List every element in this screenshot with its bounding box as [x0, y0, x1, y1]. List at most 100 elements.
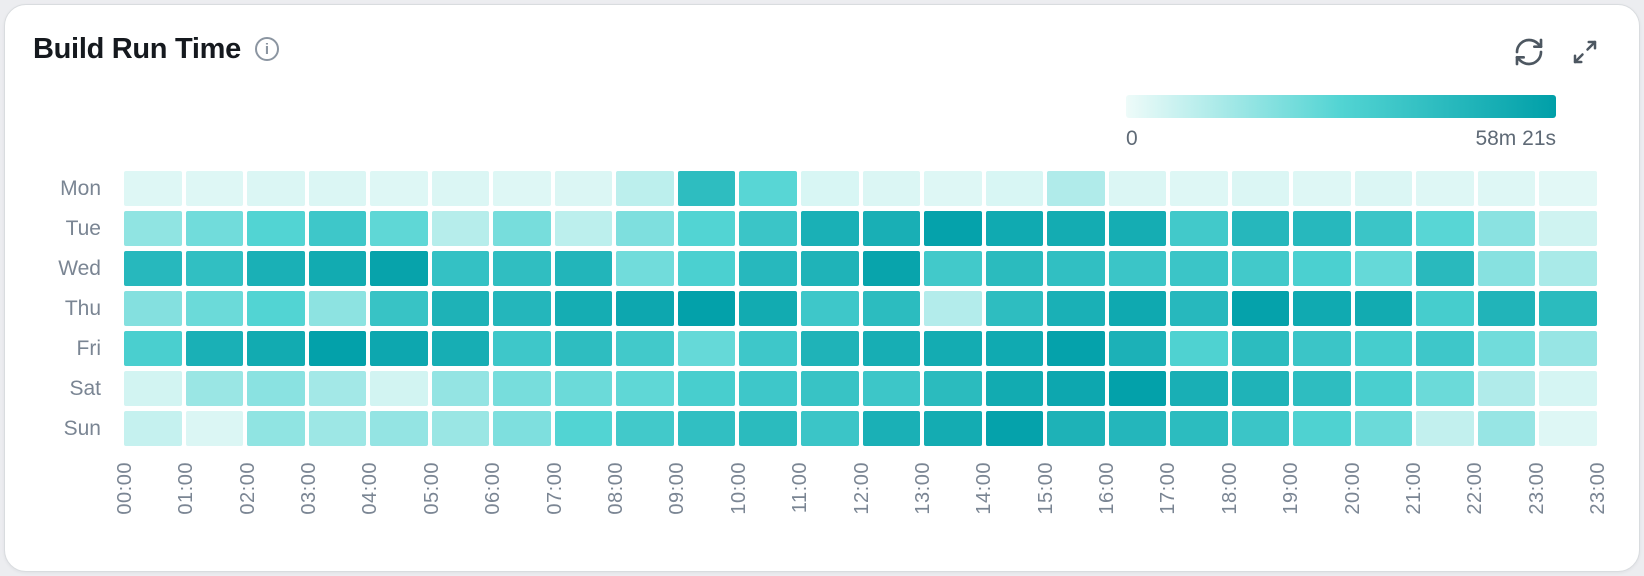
refresh-button[interactable] — [1512, 35, 1546, 69]
heatmap-cell[interactable] — [1108, 211, 1167, 246]
heatmap-cell[interactable] — [924, 291, 982, 326]
heatmap-cell[interactable] — [308, 411, 367, 446]
heatmap-cell[interactable] — [431, 411, 490, 446]
heatmap-cell[interactable] — [370, 171, 428, 206]
heatmap-cell[interactable] — [985, 371, 1044, 406]
heatmap-cell[interactable] — [1539, 371, 1597, 406]
heatmap-cell[interactable] — [247, 291, 305, 326]
heatmap-cell[interactable] — [1293, 291, 1351, 326]
heatmap-cell[interactable] — [677, 211, 736, 246]
heatmap-cell[interactable] — [1231, 291, 1290, 326]
heatmap-cell[interactable] — [1539, 211, 1597, 246]
heatmap-cell[interactable] — [1170, 411, 1228, 446]
heatmap-cell[interactable] — [247, 171, 305, 206]
heatmap-cell[interactable] — [739, 371, 797, 406]
heatmap-cell[interactable] — [862, 371, 921, 406]
heatmap-cell[interactable] — [985, 211, 1044, 246]
heatmap-cell[interactable] — [739, 411, 797, 446]
heatmap-cell[interactable] — [554, 291, 613, 326]
heatmap-cell[interactable] — [554, 211, 613, 246]
expand-button[interactable] — [1568, 35, 1602, 69]
heatmap-cell[interactable] — [554, 411, 613, 446]
heatmap-cell[interactable] — [185, 211, 244, 246]
heatmap-cell[interactable] — [800, 411, 859, 446]
heatmap-cell[interactable] — [1231, 331, 1290, 366]
heatmap-cell[interactable] — [1416, 171, 1474, 206]
heatmap-cell[interactable] — [370, 251, 428, 286]
heatmap-cell[interactable] — [924, 411, 982, 446]
heatmap-cell[interactable] — [616, 371, 674, 406]
heatmap-cell[interactable] — [1170, 211, 1228, 246]
heatmap-cell[interactable] — [247, 251, 305, 286]
heatmap-cell[interactable] — [1170, 171, 1228, 206]
heatmap-cell[interactable] — [1170, 291, 1228, 326]
heatmap-cell[interactable] — [124, 331, 182, 366]
heatmap-cell[interactable] — [677, 251, 736, 286]
heatmap-cell[interactable] — [800, 211, 859, 246]
heatmap-cell[interactable] — [493, 171, 551, 206]
heatmap-cell[interactable] — [677, 411, 736, 446]
heatmap-cell[interactable] — [493, 371, 551, 406]
heatmap-cell[interactable] — [1416, 371, 1474, 406]
heatmap-cell[interactable] — [1293, 411, 1351, 446]
heatmap-cell[interactable] — [1477, 171, 1536, 206]
heatmap-cell[interactable] — [616, 171, 674, 206]
heatmap-cell[interactable] — [1231, 371, 1290, 406]
heatmap-cell[interactable] — [247, 211, 305, 246]
heatmap-cell[interactable] — [1293, 171, 1351, 206]
heatmap-cell[interactable] — [985, 291, 1044, 326]
heatmap-cell[interactable] — [370, 291, 428, 326]
heatmap-cell[interactable] — [1047, 251, 1105, 286]
heatmap-cell[interactable] — [185, 251, 244, 286]
heatmap-cell[interactable] — [1477, 211, 1536, 246]
heatmap-cell[interactable] — [1047, 411, 1105, 446]
heatmap-cell[interactable] — [431, 211, 490, 246]
heatmap-cell[interactable] — [1108, 251, 1167, 286]
heatmap-cell[interactable] — [370, 411, 428, 446]
heatmap-cell[interactable] — [739, 291, 797, 326]
heatmap-cell[interactable] — [1539, 331, 1597, 366]
heatmap-cell[interactable] — [1416, 331, 1474, 366]
heatmap-cell[interactable] — [677, 331, 736, 366]
heatmap-cell[interactable] — [985, 331, 1044, 366]
heatmap-cell[interactable] — [431, 251, 490, 286]
heatmap-cell[interactable] — [616, 411, 674, 446]
heatmap-cell[interactable] — [924, 211, 982, 246]
heatmap-cell[interactable] — [1477, 251, 1536, 286]
heatmap-cell[interactable] — [800, 291, 859, 326]
heatmap-cell[interactable] — [1477, 411, 1536, 446]
heatmap-cell[interactable] — [1354, 291, 1413, 326]
heatmap-cell[interactable] — [1293, 211, 1351, 246]
heatmap-cell[interactable] — [677, 371, 736, 406]
heatmap-cell[interactable] — [185, 411, 244, 446]
heatmap-cell[interactable] — [1047, 211, 1105, 246]
heatmap-cell[interactable] — [1293, 251, 1351, 286]
heatmap-cell[interactable] — [554, 331, 613, 366]
heatmap-cell[interactable] — [308, 371, 367, 406]
heatmap-cell[interactable] — [1231, 411, 1290, 446]
info-icon[interactable]: i — [254, 37, 279, 61]
heatmap-cell[interactable] — [985, 251, 1044, 286]
heatmap-cell[interactable] — [924, 331, 982, 366]
heatmap-cell[interactable] — [1539, 251, 1597, 286]
heatmap-cell[interactable] — [616, 331, 674, 366]
heatmap-cell[interactable] — [308, 331, 367, 366]
heatmap-cell[interactable] — [739, 211, 797, 246]
heatmap-cell[interactable] — [739, 331, 797, 366]
heatmap-cell[interactable] — [1293, 371, 1351, 406]
heatmap-cell[interactable] — [800, 371, 859, 406]
heatmap-cell[interactable] — [1231, 171, 1290, 206]
heatmap-cell[interactable] — [308, 171, 367, 206]
heatmap-cell[interactable] — [1047, 171, 1105, 206]
heatmap-cell[interactable] — [1416, 291, 1474, 326]
heatmap-cell[interactable] — [616, 251, 674, 286]
heatmap-cell[interactable] — [1477, 371, 1536, 406]
heatmap-cell[interactable] — [1108, 371, 1167, 406]
heatmap-cell[interactable] — [677, 291, 736, 326]
heatmap-cell[interactable] — [370, 211, 428, 246]
heatmap-cell[interactable] — [370, 331, 428, 366]
heatmap-cell[interactable] — [862, 411, 921, 446]
heatmap-cell[interactable] — [554, 251, 613, 286]
heatmap-cell[interactable] — [1416, 411, 1474, 446]
heatmap-cell[interactable] — [493, 331, 551, 366]
